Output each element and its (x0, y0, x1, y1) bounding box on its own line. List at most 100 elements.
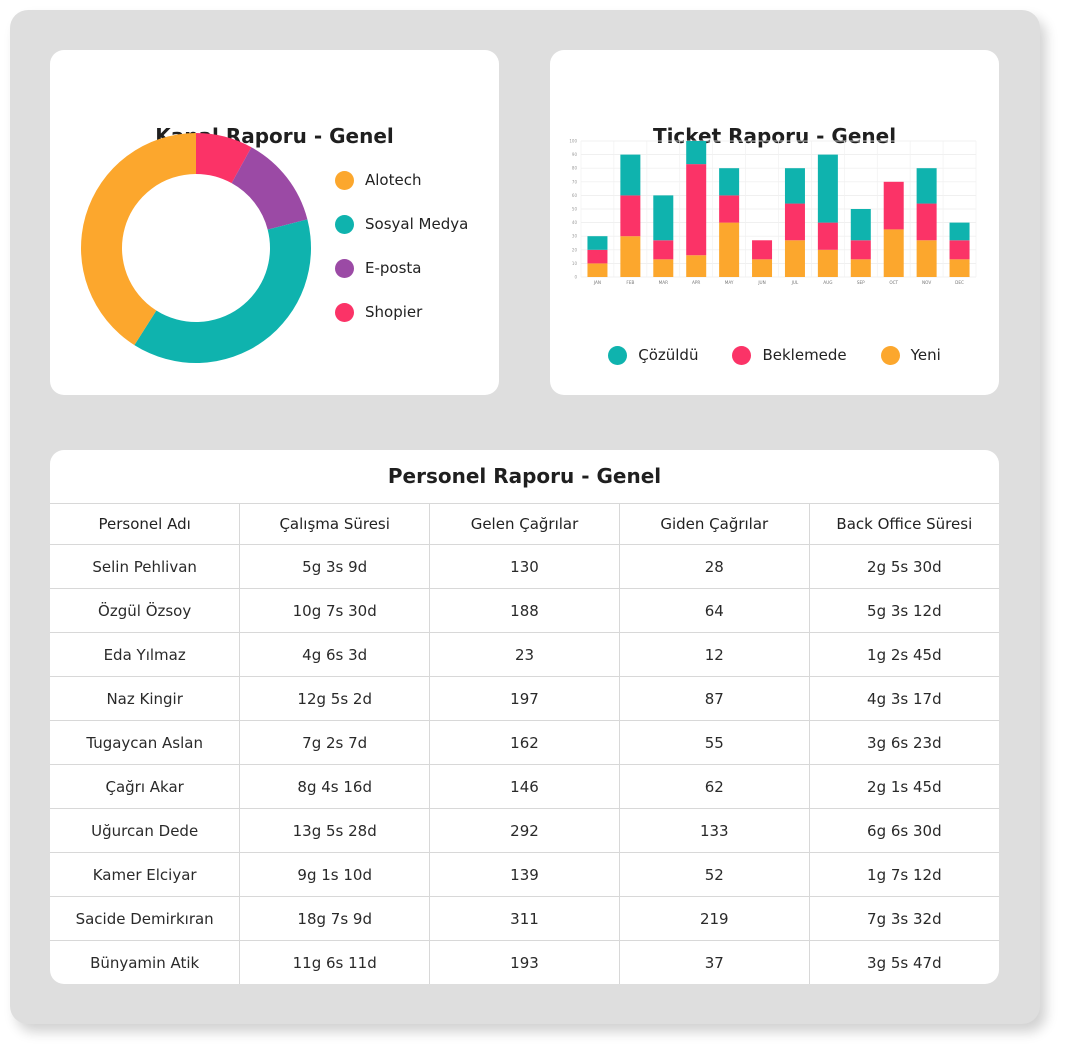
cell-back-office-suresi: 1g 2s 45d (808, 632, 999, 677)
column-header-back-office-suresi[interactable]: Back Office Süresi (808, 503, 999, 545)
y-tick-label: 50 (572, 207, 578, 212)
table-row[interactable]: Bünyamin Atik 11g 6s 11d 193 37 3g 5s 47d (50, 940, 999, 984)
bar-cozuldu-nov (916, 168, 937, 204)
x-tick-label: JUN (757, 280, 765, 285)
cell-personel-adi: Bünyamin Atik (50, 940, 241, 984)
bar-yeni-jul (784, 240, 805, 277)
cell-back-office-suresi: 2g 5s 30d (808, 544, 999, 589)
bar-beklemede-mar (653, 240, 674, 260)
cell-giden-cagrilar: 55 (618, 720, 810, 765)
personel-raporu-title: Personel Raporu - Genel (387, 464, 662, 488)
kanal-donut-chart (81, 133, 311, 363)
x-tick-label: MAY (725, 280, 734, 285)
table-row[interactable]: Kamer Elciyar 9g 1s 10d 139 52 1g 7s 12d (50, 852, 999, 897)
table-row[interactable]: Tugaycan Aslan 7g 2s 7d 162 55 3g 6s 23d (50, 720, 999, 765)
cell-personel-adi: Özgül Özsoy (50, 588, 241, 633)
cell-gelen-cagrilar: 188 (429, 588, 620, 633)
x-tick-label: APR (692, 280, 700, 285)
column-header-calisma-suresi[interactable]: Çalışma Süresi (239, 503, 431, 545)
column-header-personel-adi[interactable]: Personel Adı (50, 503, 241, 545)
cell-back-office-suresi: 7g 3s 32d (808, 896, 999, 941)
cell-personel-adi: Uğurcan Dede (50, 808, 241, 853)
bar-beklemede-oct (883, 181, 904, 230)
table-row[interactable]: Selin Pehlivan 5g 3s 9d 130 28 2g 5s 30d (50, 544, 999, 589)
cell-calisma-suresi: 8g 4s 16d (239, 764, 431, 809)
column-header-gelen-cagrilar[interactable]: Gelen Çağrılar (429, 503, 620, 545)
x-tick-label: NOV (922, 280, 931, 285)
bar-yeni-apr (686, 255, 707, 277)
bar-yeni-feb (620, 236, 641, 277)
cell-gelen-cagrilar: 292 (429, 808, 620, 853)
table-row[interactable]: Özgül Özsoy 10g 7s 30d 188 64 5g 3s 12d (50, 588, 999, 633)
cell-calisma-suresi: 7g 2s 7d (239, 720, 431, 765)
cell-personel-adi: Tugaycan Aslan (50, 720, 241, 765)
table-row[interactable]: Çağrı Akar 8g 4s 16d 146 62 2g 1s 45d (50, 764, 999, 809)
bar-beklemede-dec (949, 240, 970, 260)
legend-item-sosyal-medya: Sosyal Medya (335, 214, 468, 234)
legend-label: E-posta (365, 259, 422, 277)
cell-calisma-suresi: 12g 5s 2d (239, 676, 431, 721)
cell-back-office-suresi: 5g 3s 12d (808, 588, 999, 633)
legend-swatch (335, 302, 354, 322)
cell-giden-cagrilar: 87 (618, 676, 810, 721)
cell-gelen-cagrilar: 311 (429, 896, 620, 941)
table-row[interactable]: Uğurcan Dede 13g 5s 28d 292 133 6g 6s 30d (50, 808, 999, 853)
cell-gelen-cagrilar: 139 (429, 852, 620, 897)
legend-label: Çözüldü (638, 346, 699, 364)
ticket-legend: Çözüldü Beklemede Yeni (550, 345, 999, 365)
legend-item-e-posta: E-posta (335, 258, 468, 278)
cell-back-office-suresi: 3g 6s 23d (808, 720, 999, 765)
cell-giden-cagrilar: 37 (618, 940, 810, 984)
bar-beklemede-aug (817, 222, 838, 250)
legend-item-shopier: Shopier (335, 302, 468, 322)
y-tick-label: 10 (572, 261, 578, 266)
legend-label: Beklemede (762, 346, 847, 364)
cell-gelen-cagrilar: 130 (429, 544, 620, 589)
cell-personel-adi: Selin Pehlivan (50, 544, 241, 589)
bar-yeni-jun (752, 259, 773, 277)
y-tick-label: 40 (572, 220, 578, 225)
cell-giden-cagrilar: 52 (618, 852, 810, 897)
donut-slice-sosyal-medya (134, 219, 311, 363)
bar-cozuldu-jul (784, 168, 805, 204)
bar-beklemede-jan (587, 249, 608, 264)
cell-personel-adi: Eda Yılmaz (50, 632, 241, 677)
legend-swatch (732, 345, 752, 365)
legend-swatch (335, 258, 354, 278)
bar-cozuldu-sep (850, 209, 871, 241)
bar-beklemede-jun (752, 240, 773, 260)
bar-cozuldu-may (719, 168, 740, 196)
cell-back-office-suresi: 3g 5s 47d (808, 940, 999, 984)
y-tick-label: 90 (572, 152, 578, 157)
kanal-raporu-card: Kanal Raporu - Genel Alotech Sosyal Medya… (50, 50, 499, 395)
cell-giden-cagrilar: 133 (618, 808, 810, 853)
cell-calisma-suresi: 5g 3s 9d (239, 544, 431, 589)
legend-label: Alotech (365, 171, 422, 189)
cell-gelen-cagrilar: 197 (429, 676, 620, 721)
ticket-raporu-card: Ticket Raporu - Genel 0 10 20 30 40 50 60 70 80 9… (550, 50, 999, 395)
table-row[interactable]: Naz Kingir 12g 5s 2d 197 87 4g 3s 17d (50, 676, 999, 721)
bar-yeni-nov (916, 240, 937, 277)
bar-cozuldu-dec (949, 222, 970, 241)
bar-yeni-mar (653, 259, 674, 277)
cell-calisma-suresi: 10g 7s 30d (239, 588, 431, 633)
cell-personel-adi: Çağrı Akar (50, 764, 241, 809)
table-row[interactable]: Sacide Demirkıran 18g 7s 9d 311 219 7g 3s 32… (50, 896, 999, 941)
cell-calisma-suresi: 18g 7s 9d (239, 896, 431, 941)
bar-yeni-jan (587, 263, 608, 277)
x-tick-label: SEP (857, 280, 865, 285)
bar-beklemede-apr (686, 164, 707, 256)
legend-item-beklemede: Beklemede (732, 345, 847, 365)
x-tick-label: MAR (659, 280, 668, 285)
bar-beklemede-jul (784, 203, 805, 241)
cell-calisma-suresi: 9g 1s 10d (239, 852, 431, 897)
cell-calisma-suresi: 11g 6s 11d (239, 940, 431, 984)
personel-table: Personel Adı Çalışma Süresi Gelen Çağrılar… (50, 503, 999, 984)
bar-cozuldu-feb (620, 154, 641, 196)
legend-swatch (608, 345, 628, 365)
bar-beklemede-may (719, 195, 740, 223)
cell-giden-cagrilar: 28 (618, 544, 810, 589)
table-row[interactable]: Eda Yılmaz 4g 6s 3d 23 12 1g 2s 45d (50, 632, 999, 677)
column-header-giden-cagrilar[interactable]: Giden Çağrılar (618, 503, 810, 545)
y-tick-label: 30 (572, 234, 578, 239)
